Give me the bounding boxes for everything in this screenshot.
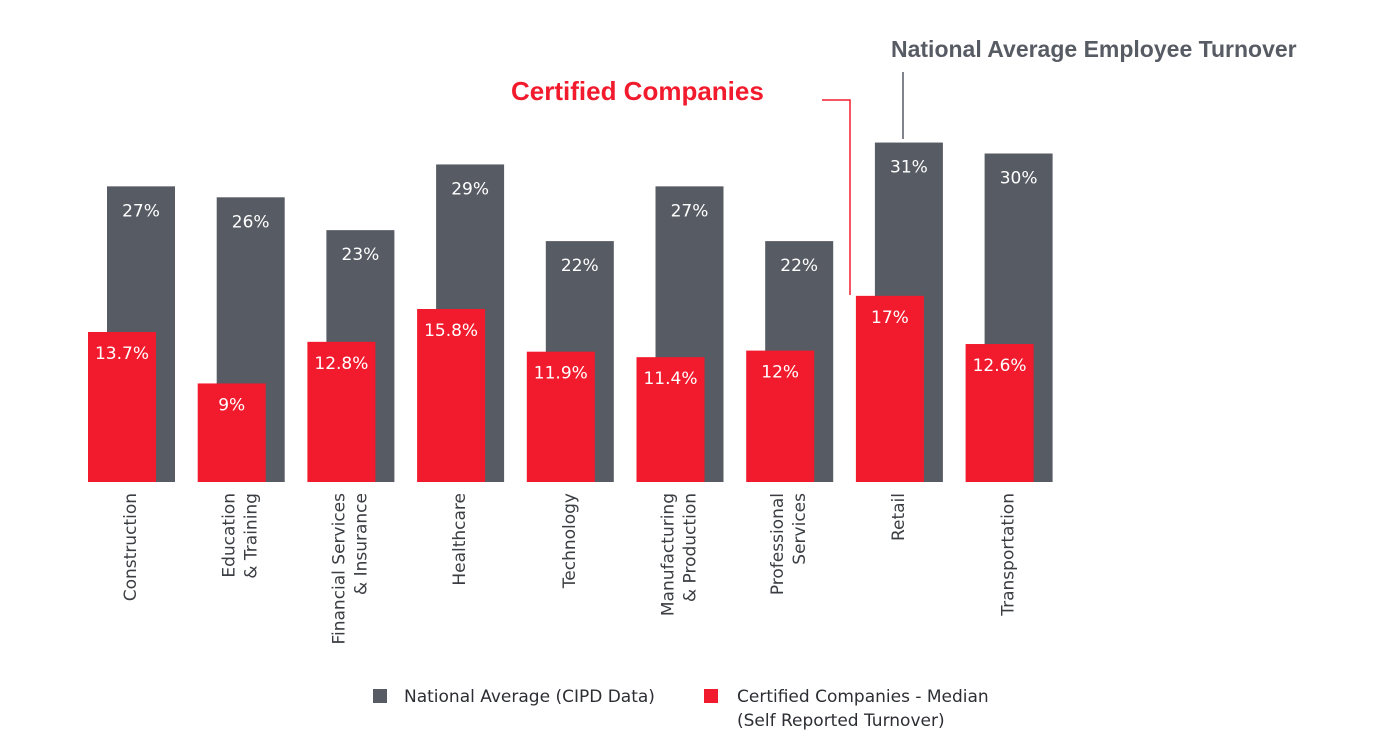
national-callout-label: National Average Employee Turnover bbox=[891, 36, 1297, 62]
category-label: Retail bbox=[889, 493, 909, 541]
value-label-national: 23% bbox=[342, 245, 380, 265]
bar-certified bbox=[417, 308, 486, 482]
value-label-certified: 15.8% bbox=[424, 321, 478, 341]
legend-swatch-national bbox=[373, 689, 387, 703]
category-label: Manufacturing bbox=[659, 493, 679, 616]
bar-certified bbox=[855, 295, 924, 482]
category-label: Construction bbox=[121, 493, 141, 601]
bar-certified bbox=[197, 383, 266, 482]
legend-swatch-certified bbox=[704, 689, 718, 703]
bar-certified bbox=[636, 357, 705, 482]
bar-certified bbox=[965, 344, 1034, 482]
legend-label-certified-line2: (Self Reported Turnover) bbox=[737, 711, 945, 731]
category-label: & Insurance bbox=[351, 493, 371, 595]
certified-callout-line bbox=[822, 99, 851, 295]
bar-certified bbox=[746, 350, 815, 482]
legend-label-national: National Average (CIPD Data) bbox=[404, 687, 655, 707]
value-label-national: 27% bbox=[122, 201, 160, 221]
bar-certified bbox=[88, 331, 156, 482]
category-label: Technology bbox=[560, 493, 580, 589]
value-label-certified: 12.6% bbox=[973, 356, 1027, 376]
category-label: Financial Services bbox=[329, 493, 349, 645]
category-label: Transportation bbox=[999, 493, 1019, 617]
value-label-certified: 12.8% bbox=[314, 354, 368, 374]
bar-certified bbox=[526, 351, 595, 482]
category-label: & Production bbox=[681, 493, 701, 602]
value-label-national: 29% bbox=[451, 179, 489, 199]
value-label-certified: 11.4% bbox=[643, 369, 697, 389]
certified-bars-group: 13.7% 9% 12.8% 15.8% 11.9% 11.4% 12% 17% 12.6% bbox=[88, 295, 1034, 482]
value-label-national: 31% bbox=[890, 158, 928, 178]
category-label: Services bbox=[790, 493, 810, 565]
value-label-national: 30% bbox=[1000, 169, 1038, 189]
value-label-certified: 13.7% bbox=[95, 344, 149, 364]
legend-label-certified-line1: Certified Companies - Median bbox=[737, 687, 989, 707]
category-label: Professional bbox=[768, 493, 788, 595]
category-label: & Training bbox=[242, 493, 262, 579]
value-label-certified: 12% bbox=[761, 363, 799, 383]
value-label-national: 22% bbox=[780, 256, 818, 276]
value-label-national: 26% bbox=[232, 212, 270, 232]
certified-callout-label: Certified Companies bbox=[511, 76, 764, 106]
category-label: Education bbox=[220, 493, 240, 578]
value-label-certified: 17% bbox=[871, 308, 909, 328]
value-label-national: 22% bbox=[561, 256, 599, 276]
category-labels-group: Construction Education & Training Financial… bbox=[121, 493, 1019, 645]
value-label-certified: 11.9% bbox=[534, 364, 588, 384]
value-label-national: 27% bbox=[671, 201, 709, 221]
bar-certified bbox=[307, 341, 376, 482]
category-label: Healthcare bbox=[450, 493, 470, 586]
value-label-certified: 9% bbox=[218, 395, 245, 415]
